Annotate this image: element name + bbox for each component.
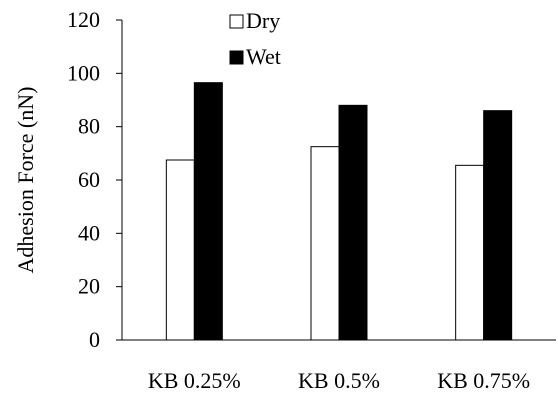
x-category-label: KB 0.25%	[148, 368, 241, 393]
y-tick-label: 40	[78, 220, 100, 245]
y-tick-label: 120	[67, 7, 100, 32]
y-tick-label: 80	[78, 114, 100, 139]
bar-dry-3	[455, 164, 485, 341]
x-category-label: KB 0.5%	[298, 368, 380, 393]
bar-dry-2	[310, 146, 340, 341]
bar-wet-2	[338, 104, 368, 341]
y-tick-label: 0	[89, 327, 100, 352]
x-category-label: KB 0.75%	[437, 368, 530, 393]
legend-label-wet: Wet	[246, 44, 281, 69]
y-tick-label: 100	[67, 60, 100, 85]
legend: Dry Wet	[229, 8, 281, 69]
legend-swatch-dry	[229, 14, 244, 29]
y-tick-label: 20	[78, 274, 100, 299]
legend-label-dry: Dry	[246, 8, 280, 33]
bar-wet-3	[483, 110, 513, 341]
x-axis: KB 0.25% KB 0.5% KB 0.75%	[122, 339, 556, 393]
bar-dry-1	[165, 159, 195, 341]
legend-swatch-wet	[229, 50, 244, 65]
bar-wet-1	[193, 82, 223, 341]
bars	[165, 82, 513, 341]
y-axis: 0 20 40 60 80 100 120	[67, 7, 123, 352]
y-axis-label: Adhesion Force (nN)	[13, 87, 38, 274]
y-tick-label: 60	[78, 167, 100, 192]
